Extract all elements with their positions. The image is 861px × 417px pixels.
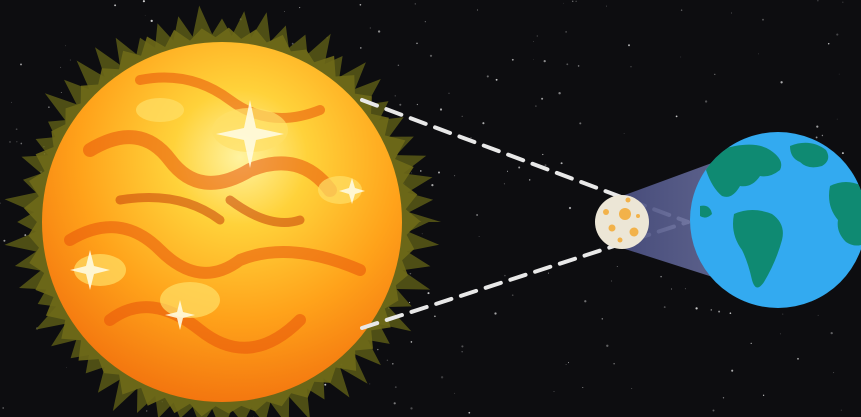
sun (42, 42, 402, 402)
earth (690, 132, 861, 308)
moon (595, 195, 649, 249)
